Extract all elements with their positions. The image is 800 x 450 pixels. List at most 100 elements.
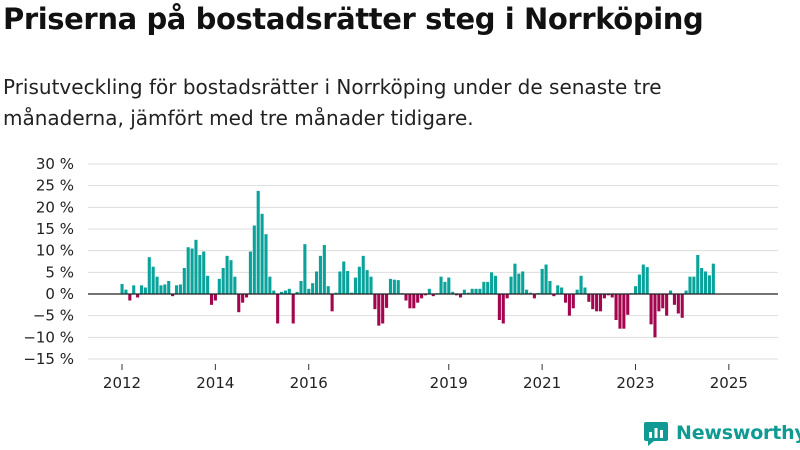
bar xyxy=(299,281,303,294)
bar xyxy=(264,234,268,294)
bar xyxy=(342,261,346,294)
bar xyxy=(338,271,342,294)
bar xyxy=(583,287,587,294)
bar xyxy=(392,279,396,294)
bar xyxy=(186,247,190,294)
bar xyxy=(591,294,595,310)
bar xyxy=(493,275,498,294)
bar xyxy=(501,294,505,324)
bar xyxy=(283,290,287,294)
bar xyxy=(272,290,276,294)
bar xyxy=(268,276,272,294)
x-tick-label: 2021 xyxy=(523,374,561,392)
bar xyxy=(637,274,641,294)
bar xyxy=(388,278,393,294)
bar xyxy=(490,272,494,294)
chart-title: Priserna på bostadsrätter steg i Norrköp… xyxy=(3,2,704,36)
y-tick-label: 15 % xyxy=(36,220,74,238)
bar xyxy=(346,271,350,294)
bar xyxy=(209,294,214,305)
bar xyxy=(291,294,295,324)
bar xyxy=(361,255,365,294)
bar xyxy=(213,294,217,301)
bar xyxy=(439,276,443,294)
bar xyxy=(431,294,435,297)
bar xyxy=(155,276,159,294)
bar xyxy=(408,294,412,309)
bar xyxy=(676,294,680,314)
bar xyxy=(307,288,311,294)
bar xyxy=(575,289,579,294)
bar xyxy=(680,294,684,318)
bar xyxy=(420,294,424,299)
bar xyxy=(365,270,369,294)
bar xyxy=(540,268,544,294)
bar xyxy=(707,275,711,294)
bar xyxy=(548,281,552,294)
bar xyxy=(470,288,474,294)
bar xyxy=(497,294,501,320)
x-axis: 2012 2014 2016 2019 2021 2023 2025 xyxy=(88,293,778,392)
bar xyxy=(182,268,186,294)
bar xyxy=(233,276,237,294)
bar xyxy=(552,294,556,297)
x-tick-label: 2025 xyxy=(710,374,748,392)
bar xyxy=(560,287,564,294)
bar xyxy=(427,288,431,294)
bar xyxy=(163,284,167,294)
bar xyxy=(509,276,513,294)
bar xyxy=(315,271,319,294)
y-tick-label: −10 % xyxy=(23,328,74,346)
bar xyxy=(287,288,291,294)
bar xyxy=(167,281,171,294)
bar xyxy=(139,285,144,294)
bar xyxy=(451,291,455,294)
bar xyxy=(256,190,260,294)
bar xyxy=(447,277,451,294)
bar xyxy=(237,294,241,313)
bar xyxy=(513,263,517,294)
bar xyxy=(311,283,315,294)
bar xyxy=(132,285,136,294)
bar xyxy=(478,288,482,294)
brand-name: Newsworthy xyxy=(676,422,800,444)
x-tick-label: 2014 xyxy=(196,374,234,392)
bar xyxy=(225,255,229,294)
bar xyxy=(704,271,708,294)
bar xyxy=(244,294,249,298)
bar xyxy=(645,267,649,294)
bar xyxy=(381,294,385,324)
bar xyxy=(206,275,210,294)
bar xyxy=(668,290,673,294)
bar xyxy=(692,276,696,294)
bar xyxy=(322,245,326,294)
bar xyxy=(128,294,132,301)
bar xyxy=(579,275,583,294)
bar xyxy=(147,257,151,294)
bar xyxy=(641,264,645,294)
bar xyxy=(563,294,568,303)
bar xyxy=(653,294,657,338)
bar xyxy=(622,294,626,329)
bar xyxy=(571,294,575,309)
bar xyxy=(610,294,614,298)
bar xyxy=(688,276,692,294)
bar xyxy=(248,251,252,294)
bar xyxy=(252,225,256,294)
bar xyxy=(178,284,182,294)
latest-value-annotation: 7 % xyxy=(715,0,744,4)
bar xyxy=(443,281,447,294)
bar xyxy=(412,294,416,309)
y-tick-label: 20 % xyxy=(36,198,74,216)
bar xyxy=(143,287,147,294)
bar xyxy=(458,294,463,298)
bar xyxy=(385,294,389,308)
bar xyxy=(633,286,638,294)
bar xyxy=(151,266,155,294)
y-tick-label: −5 % xyxy=(33,307,74,325)
bar xyxy=(404,294,408,301)
bar xyxy=(198,255,202,294)
bar xyxy=(657,294,661,312)
bar xyxy=(598,294,603,312)
